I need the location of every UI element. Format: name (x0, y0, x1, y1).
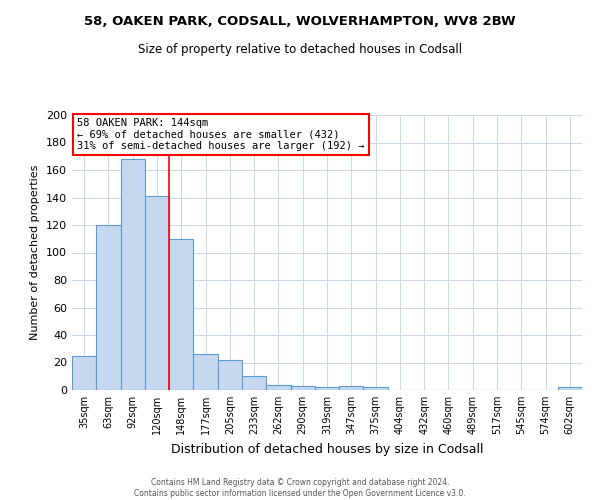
Bar (169, 239, 193, 390)
Bar (218, 360, 242, 390)
Bar (290, 386, 315, 390)
Bar (242, 376, 266, 390)
Text: 58, OAKEN PARK, CODSALL, WOLVERHAMPTON, WV8 2BW: 58, OAKEN PARK, CODSALL, WOLVERHAMPTON, … (84, 15, 516, 28)
Bar (145, 196, 169, 390)
X-axis label: Distribution of detached houses by size in Codsall: Distribution of detached houses by size … (171, 442, 483, 456)
Bar (315, 387, 339, 390)
Bar (121, 159, 145, 390)
Bar (96, 225, 121, 390)
Bar (72, 356, 96, 390)
Bar (339, 386, 364, 390)
Bar (193, 354, 218, 390)
Text: Contains HM Land Registry data © Crown copyright and database right 2024.
Contai: Contains HM Land Registry data © Crown c… (134, 478, 466, 498)
Bar (558, 387, 582, 390)
Text: Size of property relative to detached houses in Codsall: Size of property relative to detached ho… (138, 42, 462, 56)
Bar (364, 387, 388, 390)
Bar (266, 384, 290, 390)
Text: 58 OAKEN PARK: 144sqm
← 69% of detached houses are smaller (432)
31% of semi-det: 58 OAKEN PARK: 144sqm ← 69% of detached … (77, 118, 365, 151)
Y-axis label: Number of detached properties: Number of detached properties (31, 165, 40, 340)
